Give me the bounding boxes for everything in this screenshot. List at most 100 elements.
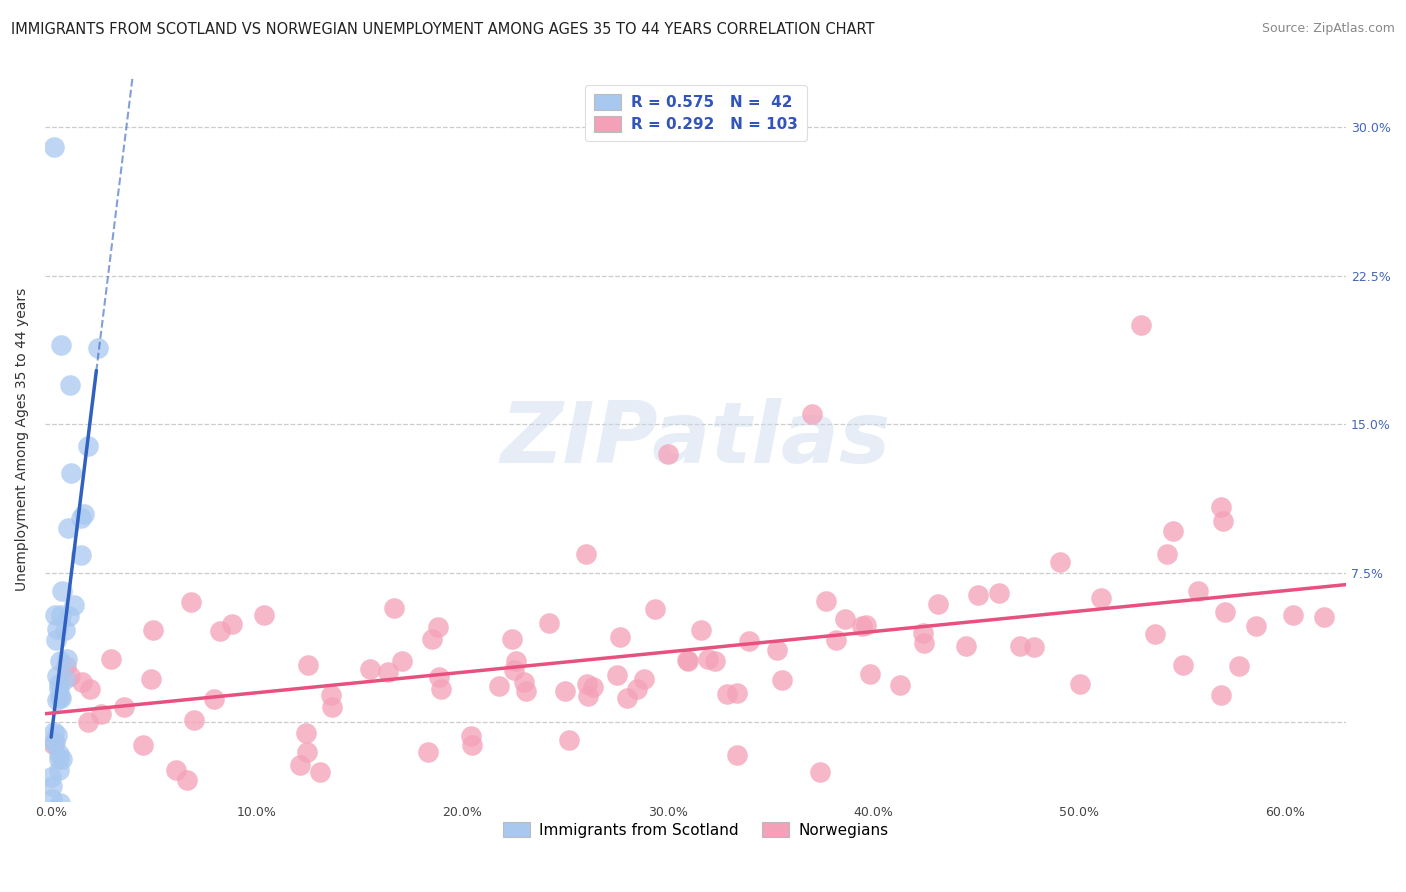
- Text: ZIPatlas: ZIPatlas: [501, 398, 891, 481]
- Point: [49, 607, 72, 622]
- Point: [576, 677, 599, 691]
- Point: [42, 725, 65, 739]
- Point: [53, 672, 76, 686]
- Point: [644, 602, 666, 616]
- Point: [295, 745, 318, 759]
- Point: [626, 682, 648, 697]
- Point: [430, 682, 453, 697]
- Point: [851, 619, 873, 633]
- Point: [554, 683, 576, 698]
- Point: [537, 616, 560, 631]
- Point: [253, 608, 276, 623]
- Point: [44, 140, 66, 154]
- Point: [1187, 583, 1209, 598]
- Point: [56, 651, 79, 665]
- Point: [575, 547, 598, 561]
- Point: [165, 763, 187, 777]
- Point: [616, 691, 638, 706]
- Point: [183, 713, 205, 727]
- Y-axis label: Unemployment Among Ages 35 to 44 years: Unemployment Among Ages 35 to 44 years: [15, 287, 30, 591]
- Legend: Immigrants from Scotland, Norwegians: Immigrants from Scotland, Norwegians: [496, 815, 894, 844]
- Point: [359, 662, 381, 676]
- Point: [73, 508, 96, 522]
- Point: [416, 745, 439, 759]
- Point: [391, 654, 413, 668]
- Point: [1010, 639, 1032, 653]
- Point: [609, 630, 631, 644]
- Point: [1143, 627, 1166, 641]
- Point: [676, 653, 699, 667]
- Point: [1313, 610, 1336, 624]
- Point: [676, 654, 699, 668]
- Point: [1090, 591, 1112, 606]
- Point: [558, 733, 581, 747]
- Text: Source: ZipAtlas.com: Source: ZipAtlas.com: [1261, 22, 1395, 36]
- Point: [576, 689, 599, 703]
- Point: [176, 772, 198, 787]
- Point: [42, 804, 65, 818]
- Point: [180, 594, 202, 608]
- Point: [427, 620, 450, 634]
- Point: [697, 652, 720, 666]
- Text: IMMIGRANTS FROM SCOTLAND VS NORWEGIAN UNEMPLOYMENT AMONG AGES 35 TO 44 YEARS COR: IMMIGRANTS FROM SCOTLAND VS NORWEGIAN UN…: [11, 22, 875, 37]
- Point: [202, 692, 225, 706]
- Point: [49, 690, 72, 704]
- Point: [48, 752, 70, 766]
- Point: [1282, 608, 1305, 623]
- Point: [62, 598, 84, 612]
- Point: [48, 654, 70, 668]
- Point: [505, 654, 527, 668]
- Point: [45, 728, 67, 742]
- Point: [41, 770, 63, 784]
- Point: [58, 608, 80, 623]
- Point: [725, 748, 748, 763]
- Point: [955, 639, 977, 653]
- Point: [321, 700, 343, 714]
- Point: [51, 584, 73, 599]
- Point: [48, 796, 70, 810]
- Point: [855, 617, 877, 632]
- Point: [45, 669, 67, 683]
- Point: [1129, 318, 1152, 333]
- Point: [112, 700, 135, 714]
- Point: [606, 668, 628, 682]
- Point: [889, 678, 911, 692]
- Point: [738, 633, 761, 648]
- Point: [834, 611, 856, 625]
- Point: [657, 447, 679, 461]
- Point: [503, 663, 526, 677]
- Point: [513, 674, 536, 689]
- Point: [51, 338, 73, 352]
- Point: [59, 377, 82, 392]
- Point: [46, 692, 69, 706]
- Point: [633, 672, 655, 686]
- Point: [90, 707, 112, 722]
- Point: [44, 608, 66, 623]
- Point: [59, 669, 82, 683]
- Point: [45, 632, 67, 647]
- Point: [48, 681, 70, 696]
- Point: [689, 623, 711, 637]
- Point: [770, 673, 793, 687]
- Point: [139, 672, 162, 686]
- Point: [1229, 659, 1251, 673]
- Point: [859, 667, 882, 681]
- Point: [142, 623, 165, 637]
- Point: [1211, 688, 1233, 702]
- Point: [49, 691, 72, 706]
- Point: [582, 680, 605, 694]
- Point: [221, 616, 243, 631]
- Point: [69, 511, 91, 525]
- Point: [725, 686, 748, 700]
- Point: [1156, 547, 1178, 561]
- Point: [79, 681, 101, 696]
- Point: [42, 737, 65, 751]
- Point: [41, 792, 63, 806]
- Point: [765, 643, 787, 657]
- Point: [1212, 514, 1234, 528]
- Point: [460, 729, 482, 743]
- Point: [53, 624, 76, 638]
- Point: [60, 466, 83, 480]
- Point: [45, 622, 67, 636]
- Point: [800, 408, 823, 422]
